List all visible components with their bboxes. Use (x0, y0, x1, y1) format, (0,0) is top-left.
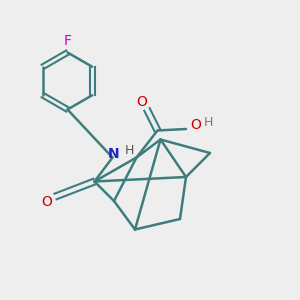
Text: H: H (204, 116, 213, 129)
Text: F: F (64, 34, 71, 48)
Text: O: O (42, 195, 52, 209)
Text: H: H (124, 143, 134, 157)
Text: O: O (190, 118, 201, 132)
Text: N: N (108, 147, 120, 161)
Text: O: O (136, 95, 147, 109)
